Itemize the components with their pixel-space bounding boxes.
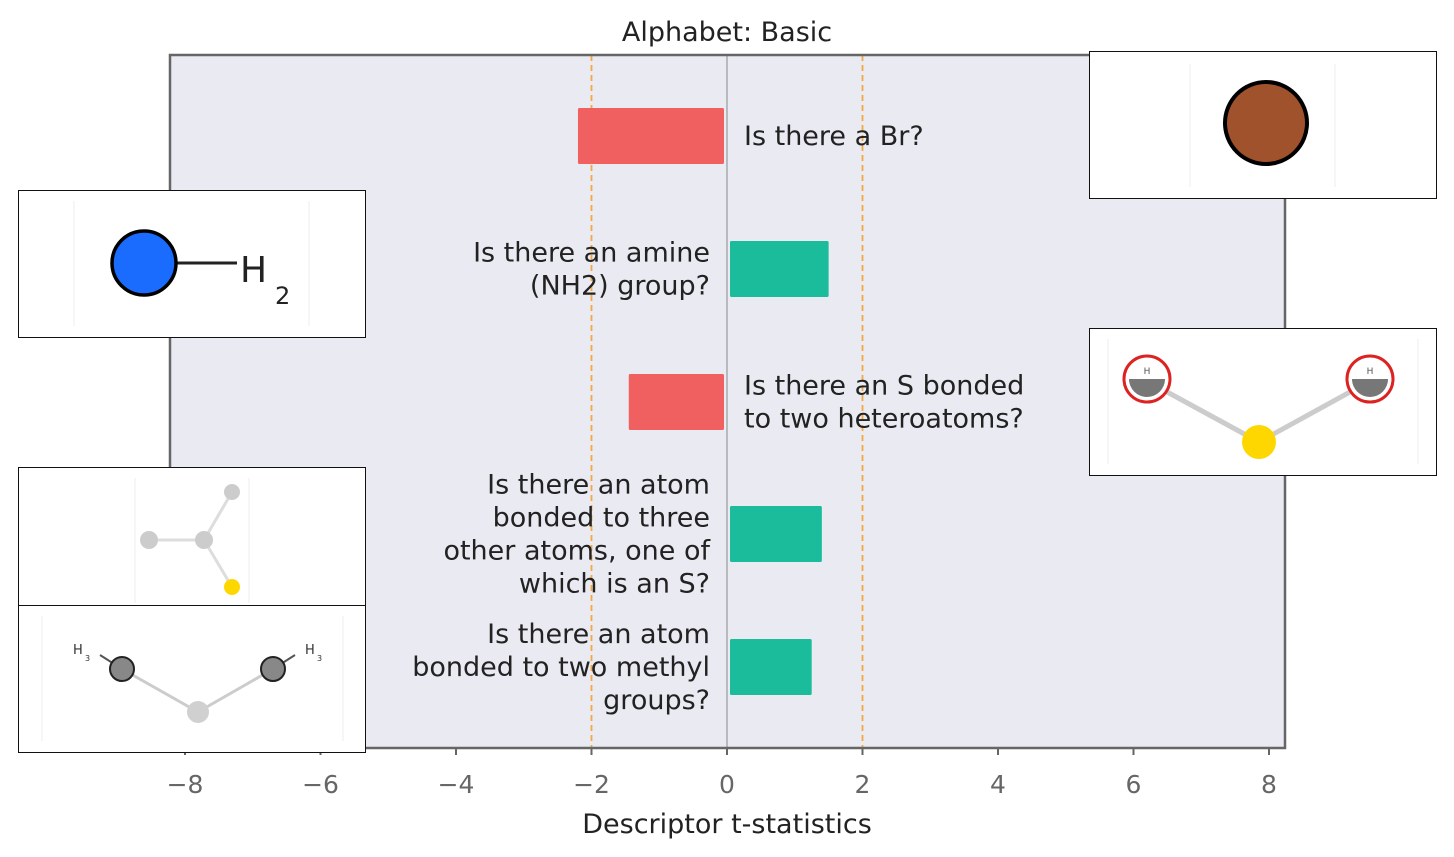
left-atom-icon [140, 531, 158, 549]
sulfur-heteroatoms-inset: H H [1089, 328, 1437, 476]
center-atom-icon [195, 531, 213, 549]
bromine-atom-inset [1089, 51, 1437, 199]
sulfur-atom-icon [224, 579, 240, 595]
x-tick-label: 6 [1126, 770, 1142, 799]
x-tick-label: 0 [719, 770, 735, 799]
x-tick-label: 2 [855, 770, 871, 799]
bar-4 [730, 506, 822, 562]
x-tick-label: −6 [302, 770, 339, 799]
right-methyl-icon [260, 656, 286, 682]
bar-label-2: Is there an amine (NH2) group? [473, 238, 710, 302]
bar-3 [628, 374, 724, 430]
right-methyl-h-label: H [305, 643, 315, 658]
bar-5 [730, 639, 812, 695]
bar-2 [730, 241, 829, 297]
bar-label-4: Is there an atom bonded to three other ato… [443, 470, 711, 600]
left-methyl-subscript: 3 [85, 654, 90, 663]
bar-1 [577, 108, 724, 164]
nitrogen-atom-icon [110, 229, 178, 297]
middle-atom-icon [187, 701, 209, 723]
left-heteroatom-label: H [1144, 367, 1151, 377]
sulfur-atom-icon [1242, 425, 1276, 459]
left-methyl-icon [109, 656, 135, 682]
x-axis-label: Descriptor t-statistics [582, 809, 872, 840]
left-methyl-h-label: H [73, 643, 83, 658]
bromine-atom-icon [1223, 80, 1309, 166]
x-tick-label: −8 [167, 770, 204, 799]
bar-label-1: Is there a Br? [744, 121, 924, 152]
bar-label-3: Is there an S bonded to two heteroatoms? [744, 371, 1024, 435]
chart-title: Alphabet: Basic [622, 17, 832, 48]
bar-label-5: Is there an atom bonded to two methyl grou… [412, 619, 710, 716]
right-methyl-subscript: 3 [317, 654, 322, 663]
amine-subscript-label: 2 [275, 282, 290, 310]
right-heteroatom-label: H [1367, 367, 1374, 377]
x-tick-label: 4 [990, 770, 1006, 799]
top-atom-icon [224, 484, 240, 500]
x-tick-label: −2 [573, 770, 610, 799]
x-tick-label: 8 [1261, 770, 1277, 799]
amine-h-label: H [240, 250, 267, 291]
three-bonded-atom-inset [18, 467, 366, 607]
amine-group-inset: H 2 [18, 190, 366, 338]
dimethyl-atom-inset: H 3 H 3 [18, 605, 366, 753]
x-tick-label: −4 [438, 770, 475, 799]
